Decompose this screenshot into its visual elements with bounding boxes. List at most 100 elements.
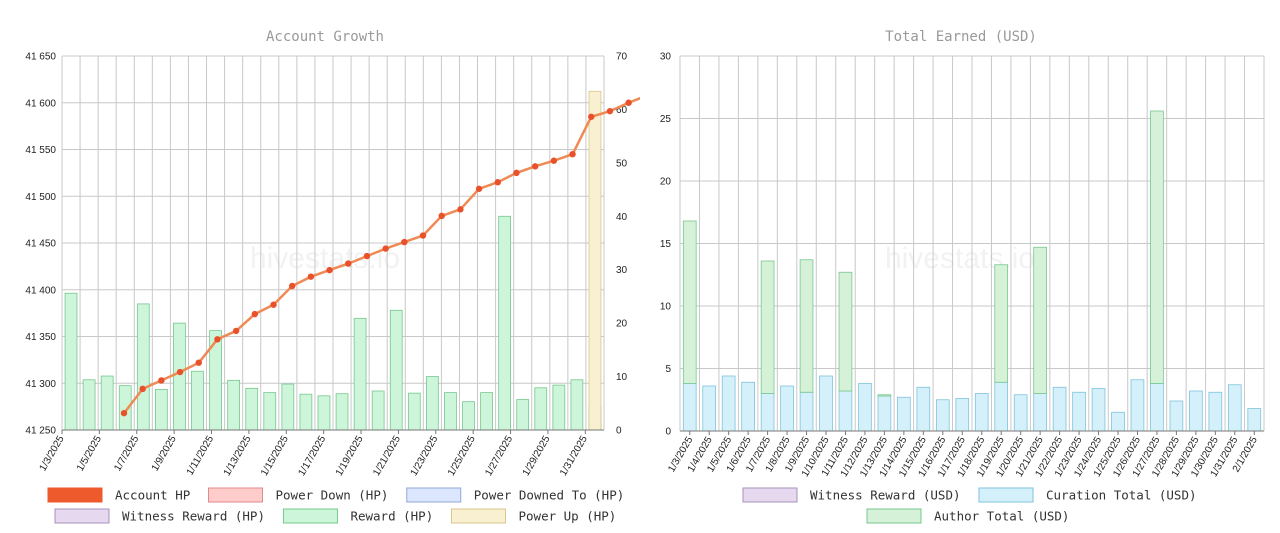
bar-reward-hp — [155, 388, 168, 431]
right-yaxis-tick-label: 30 — [660, 52, 672, 63]
bar-reward-hp — [263, 392, 277, 431]
left-legend-swatch-power-up-hp — [451, 508, 506, 524]
bar-curation-total — [974, 393, 989, 432]
bar-curation-total — [1150, 383, 1164, 432]
left-legend-swatch-reward-hp — [282, 508, 338, 524]
right-yaxis-tick-label: 0 — [665, 427, 671, 438]
right-legend-swatch-author-total-usd — [866, 508, 922, 524]
left-yaxis-tick-label: 41 400 — [25, 285, 56, 296]
bar-reward-hp — [100, 375, 114, 431]
bar-reward-hp — [498, 215, 511, 431]
left-watermark: hivestats.io — [250, 242, 400, 275]
bar-curation-total — [760, 393, 775, 432]
bar-reward-hp — [64, 292, 78, 431]
right-legend-label-witness-reward-usd: Witness Reward (USD) — [810, 488, 961, 503]
bar-reward-hp — [462, 401, 475, 431]
left-yaxis-tick-label: 41 350 — [25, 332, 56, 343]
point-account-hp — [120, 409, 128, 417]
right-legend-label-curation-total-usd: Curation Total (USD) — [1046, 488, 1197, 503]
bar-author-total — [838, 271, 853, 392]
bar-reward-hp — [136, 303, 150, 431]
bar-reward-hp — [371, 390, 385, 431]
point-account-hp — [569, 150, 576, 158]
point-account-hp — [345, 260, 352, 267]
left-xaxis-tick-label: 1/13/2025 — [222, 434, 254, 478]
bar-reward-hp — [444, 392, 457, 431]
bar-curation-total — [1091, 388, 1106, 432]
bar-author-total — [877, 394, 892, 397]
series-line-account-hp — [123, 96, 640, 414]
left-xaxis-tick-label: 1/17/2025 — [296, 434, 328, 478]
bar-reward-hp — [389, 309, 403, 431]
right-yaxis-tick-label: 20 — [616, 319, 628, 330]
point-account-hp — [326, 266, 333, 274]
point-account-hp — [195, 359, 202, 366]
bar-author-total — [799, 259, 814, 393]
left-xaxis-tick-label: 1/25/2025 — [446, 434, 478, 478]
bar-author-total — [994, 264, 1009, 383]
left-xaxis-tick-label: 1/7/2025 — [112, 434, 141, 474]
bar-reward-hp — [516, 399, 530, 431]
point-account-hp — [289, 282, 296, 290]
right-yaxis-tick-label: 10 — [616, 372, 628, 383]
left-xaxis-tick-label: 1/11/2025 — [185, 434, 217, 478]
left-yaxis-tick-label: 41 500 — [25, 192, 56, 203]
bar-curation-total — [858, 383, 872, 432]
bar-reward-hp — [281, 383, 295, 431]
left-legend-label-account-hp: Account HP — [115, 488, 190, 503]
bar-curation-total — [1208, 391, 1223, 432]
left-yaxis-tick-label: 41 600 — [25, 98, 56, 109]
bar-curation-total — [702, 385, 717, 432]
bar-reward-hp — [245, 387, 259, 431]
bar-curation-total — [1247, 408, 1262, 432]
left-yaxis-tick-label: 41 250 — [25, 426, 56, 437]
right-yaxis-tick-label: 70 — [616, 52, 628, 63]
point-account-hp — [214, 336, 221, 343]
left-xaxis-tick-label: 1/27/2025 — [483, 434, 515, 478]
bar-curation-total — [741, 381, 755, 432]
left-xaxis-tick-label: 1/5/2025 — [75, 434, 104, 474]
right-chart-title: Total Earned (USD) — [885, 29, 1037, 45]
right-watermark: hivestats.io — [885, 242, 1035, 275]
total-earned-chart: hivestats.io Total Earned (USD) 0 5 10 15 20 25… — [660, 29, 1265, 524]
bar-curation-total — [916, 386, 931, 432]
right-yaxis-tick-label: 5 — [665, 364, 671, 375]
right-yaxis-tick-label: 20 — [660, 177, 672, 188]
left-legend-label-reward-hp: Reward (HP) — [350, 509, 433, 524]
bar-curation-total — [1013, 394, 1028, 432]
point-account-hp — [270, 301, 277, 308]
bar-author-total — [1150, 110, 1164, 384]
left-xaxis-tick-label: 1/3/2025 — [38, 434, 67, 474]
bar-reward-hp — [480, 392, 493, 431]
point-account-hp — [531, 163, 539, 170]
left-xaxis-tick-label: 1/19/2025 — [334, 434, 366, 478]
right-yaxis-tick-label: 60 — [616, 105, 628, 116]
point-account-hp — [419, 232, 427, 239]
right-yaxis-tick-label: 0 — [616, 426, 622, 437]
point-account-hp — [401, 238, 408, 246]
bar-curation-total — [1072, 391, 1086, 432]
bar-reward-hp — [552, 384, 566, 431]
left-yaxis-tick-label: 41 300 — [25, 379, 56, 390]
right-yaxis-tick-label: 15 — [660, 239, 672, 250]
bar-curation-total — [1111, 411, 1125, 432]
right-legend-swatch-witness-reward-usd — [742, 487, 798, 503]
bar-curation-total — [819, 375, 833, 432]
left-legend-swatch-power-down-hp — [208, 487, 263, 503]
bar-curation-total — [799, 391, 814, 432]
point-account-hp — [232, 327, 240, 335]
bar-reward-hp — [317, 395, 331, 431]
left-yaxis-tick-label: 41 450 — [25, 239, 56, 250]
point-account-hp — [307, 273, 315, 280]
bar-curation-total — [1033, 393, 1047, 432]
bar-author-total — [760, 260, 775, 394]
bar-reward-hp — [299, 393, 313, 431]
point-account-hp — [457, 206, 464, 213]
left-xaxis-tick-label: 1/29/2025 — [521, 434, 553, 478]
point-account-hp — [176, 368, 184, 376]
right-yaxis-tick-label: 10 — [660, 302, 672, 313]
right-yaxis-tick-label: 30 — [616, 265, 628, 276]
right-legend-label-author-total-usd: Author Total (USD) — [934, 509, 1069, 524]
bar-reward-hp — [426, 376, 439, 431]
bar-curation-total — [897, 396, 911, 432]
